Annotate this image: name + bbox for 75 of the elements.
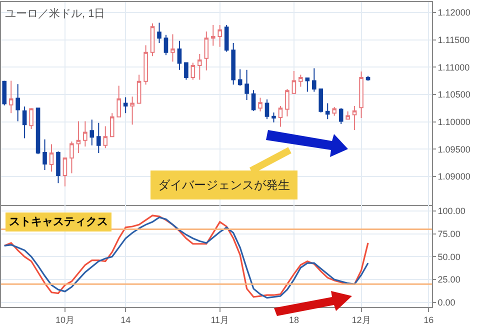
candlestick xyxy=(298,74,303,88)
candlestick xyxy=(224,24,229,52)
y-tick-label: 75.00 xyxy=(438,228,460,239)
candlestick xyxy=(218,24,222,48)
candlestick xyxy=(2,80,7,106)
y-tick-label: 1.10500 xyxy=(438,90,470,100)
candlestick xyxy=(198,53,202,80)
x-tick-label: 11月 xyxy=(210,314,230,325)
x-tick-label: 10月 xyxy=(55,314,74,325)
y-tick-label: 0.00 xyxy=(438,298,456,308)
candlestick xyxy=(338,108,344,125)
candlestick xyxy=(62,157,68,187)
candlestick xyxy=(258,97,262,112)
y-tick-label: 25.00 xyxy=(438,274,460,285)
text: ストキャスティクス xyxy=(9,216,108,228)
candlestick xyxy=(16,84,20,122)
candlestick xyxy=(110,112,114,138)
candlestick xyxy=(56,150,60,184)
candlestick xyxy=(103,126,108,149)
candlestick xyxy=(157,22,162,44)
candlestick xyxy=(83,120,88,147)
x-tick-label: 18 xyxy=(288,314,299,325)
candlestick xyxy=(312,68,316,92)
candlestick xyxy=(204,31,209,71)
candlestick xyxy=(285,88,290,117)
y-tick-label: 1.12000 xyxy=(438,8,470,18)
candlestick xyxy=(116,85,121,118)
candlestick xyxy=(164,34,168,56)
candlestick xyxy=(90,119,94,146)
candlestick xyxy=(272,112,276,123)
candlestick xyxy=(29,108,34,130)
candlestick xyxy=(251,90,256,112)
candlestick xyxy=(292,70,296,94)
y-tick-label: 1.09000 xyxy=(438,172,470,182)
candlestick xyxy=(325,102,330,120)
candlestick xyxy=(150,22,155,57)
candlestick xyxy=(76,120,81,154)
candlestick xyxy=(264,98,270,120)
candlestick xyxy=(332,106,336,116)
y-tick-label: 1.11000 xyxy=(438,62,470,72)
candlestick xyxy=(36,108,40,155)
x-tick-label: 12月 xyxy=(352,314,371,325)
candlestick xyxy=(359,70,364,118)
candlestick xyxy=(184,62,188,80)
annotation: ダイバージェンスが発生 xyxy=(158,178,290,192)
candlestick xyxy=(22,106,27,139)
candlestick xyxy=(305,77,310,92)
text: ユーロ／米ドル, 1日 xyxy=(5,7,106,20)
candlestick xyxy=(352,105,357,131)
y-tick-label: 50.00 xyxy=(438,252,460,262)
candlestick xyxy=(210,24,216,46)
x-tick-label: 16 xyxy=(424,314,434,325)
candlestick xyxy=(318,88,324,114)
x-tick-label: 14 xyxy=(120,314,131,325)
candlestick xyxy=(42,138,47,170)
candlestick xyxy=(231,42,236,86)
candlestick xyxy=(49,144,54,172)
y-tick-label: 1.10000 xyxy=(438,116,470,127)
candlestick xyxy=(123,96,128,114)
candlestick xyxy=(244,69,249,100)
candlestick xyxy=(136,74,142,104)
y-tick-label: 1.09500 xyxy=(438,144,470,154)
y-tick-label: 100.00 xyxy=(438,206,466,216)
y-tick-label: 1.11500 xyxy=(438,34,470,45)
candlestick xyxy=(177,40,182,70)
candlestick xyxy=(70,141,74,174)
candlestick xyxy=(278,105,283,128)
candlestick xyxy=(96,122,101,154)
candlestick xyxy=(238,68,242,86)
candlestick xyxy=(346,110,350,120)
candlestick xyxy=(190,62,196,80)
candlestick xyxy=(144,44,148,86)
candlestick xyxy=(8,80,14,114)
candlestick xyxy=(170,34,175,62)
candlestick xyxy=(130,96,134,126)
